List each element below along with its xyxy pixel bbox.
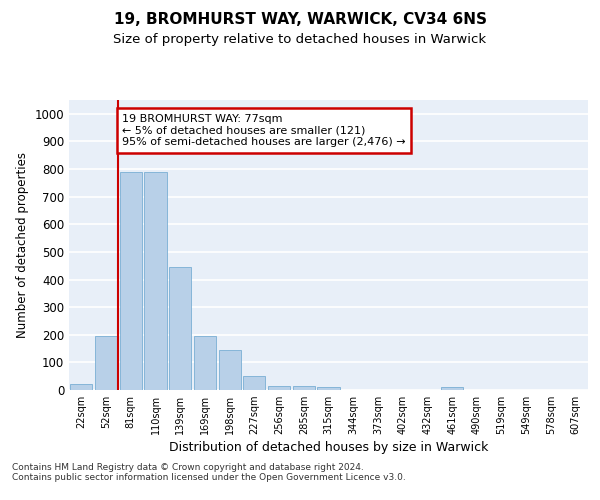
Text: 19, BROMHURST WAY, WARWICK, CV34 6NS: 19, BROMHURST WAY, WARWICK, CV34 6NS (113, 12, 487, 28)
Bar (293, 386, 315, 390)
Bar (194, 336, 216, 390)
Text: 19 BROMHURST WAY: 77sqm
← 5% of detached houses are smaller (121)
95% of semi-de: 19 BROMHURST WAY: 77sqm ← 5% of detached… (122, 114, 406, 147)
Bar (317, 387, 340, 390)
Bar (145, 172, 167, 390)
Bar (218, 350, 241, 390)
Bar (243, 376, 265, 390)
Text: Contains HM Land Registry data © Crown copyright and database right 2024.
Contai: Contains HM Land Registry data © Crown c… (12, 462, 406, 482)
X-axis label: Distribution of detached houses by size in Warwick: Distribution of detached houses by size … (169, 442, 488, 454)
Bar (95, 336, 117, 390)
Bar (169, 267, 191, 390)
Bar (70, 384, 92, 390)
Bar (119, 172, 142, 390)
Bar (268, 386, 290, 390)
Bar (441, 387, 463, 390)
Y-axis label: Number of detached properties: Number of detached properties (16, 152, 29, 338)
Text: Size of property relative to detached houses in Warwick: Size of property relative to detached ho… (113, 32, 487, 46)
